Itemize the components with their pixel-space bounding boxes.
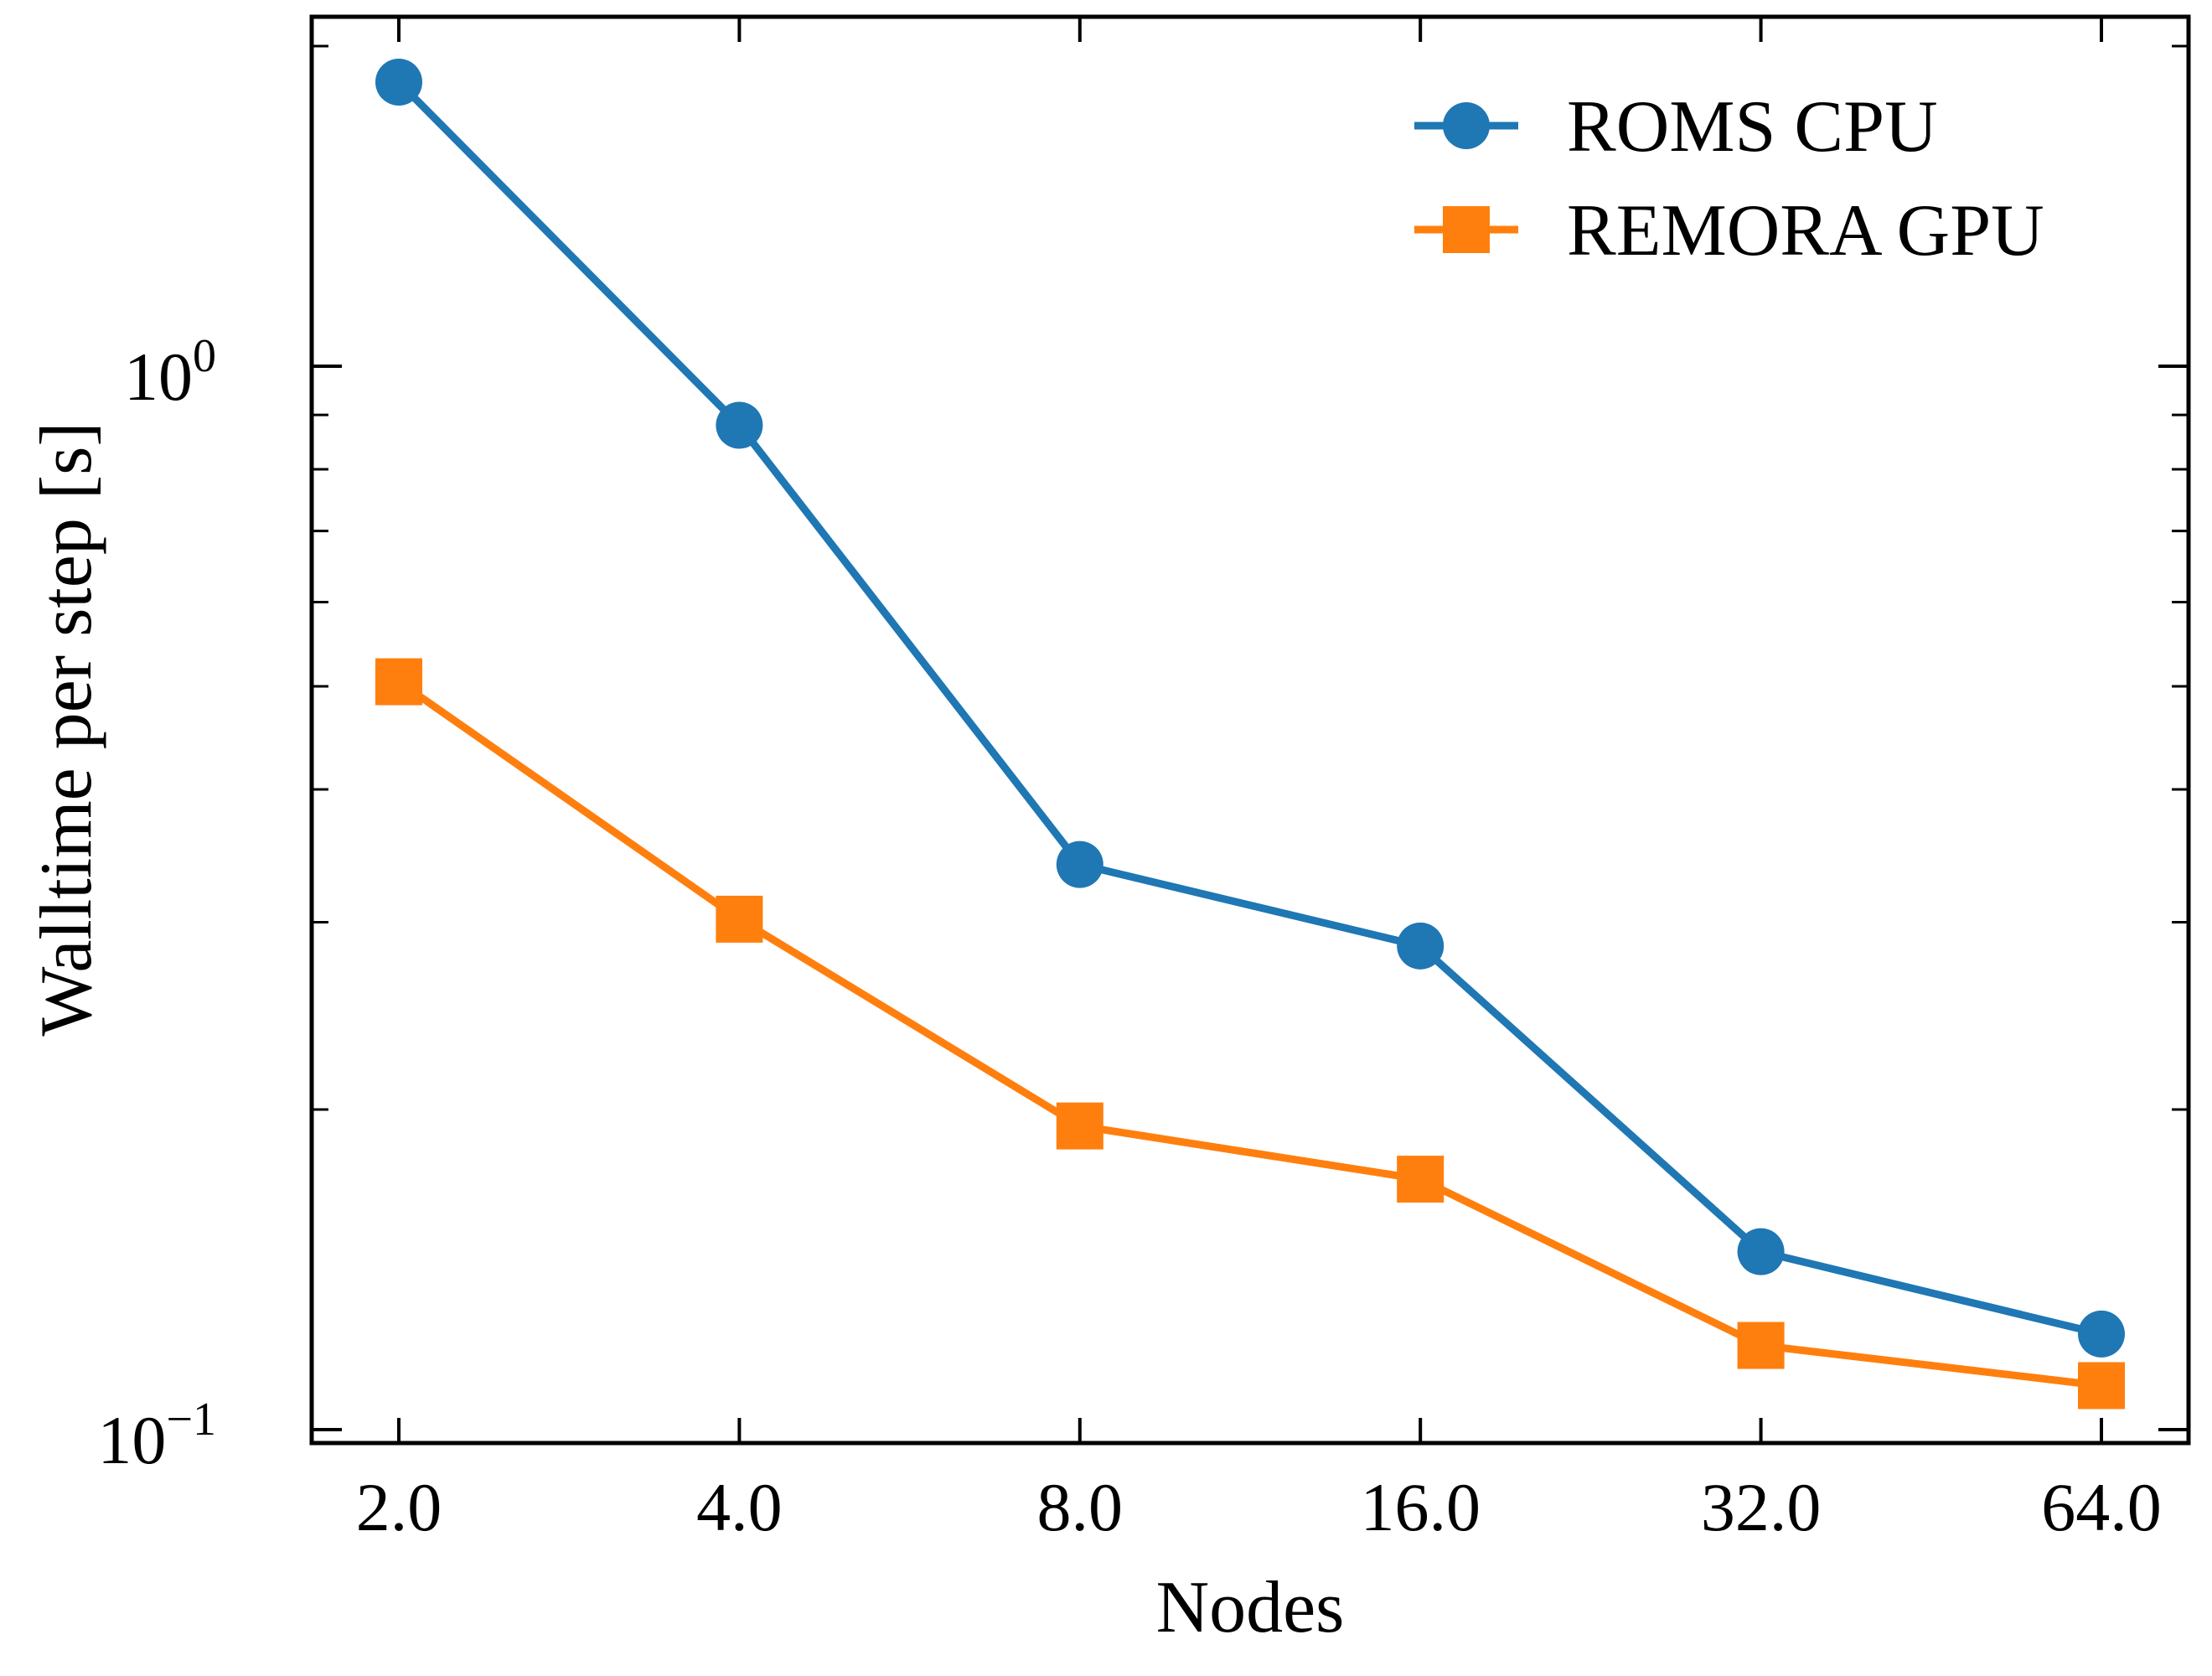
x-tick-label: 8.0 <box>1037 1469 1124 1545</box>
data-point <box>375 658 422 706</box>
legend-label: REMORA GPU <box>1567 190 2044 272</box>
data-point <box>2078 1310 2125 1358</box>
data-point <box>375 59 422 106</box>
data-point <box>1737 1228 1785 1275</box>
x-tick-label: 16.0 <box>1360 1469 1481 1545</box>
x-tick-label: 32.0 <box>1701 1469 1822 1545</box>
data-point <box>1056 841 1103 888</box>
x-tick-label: 4.0 <box>696 1469 783 1545</box>
series-layer <box>375 59 2125 1410</box>
legend-marker <box>1443 206 1490 253</box>
legend: ROMS CPU REMORA GPU <box>1414 86 2044 272</box>
series-line <box>395 79 2103 1338</box>
legend-marker <box>1443 102 1490 149</box>
data-point <box>1056 1102 1103 1150</box>
series-line <box>396 678 2102 1389</box>
data-point <box>1737 1322 1785 1369</box>
y-axis-label: Walltime per step [s] <box>26 422 107 1036</box>
data-point <box>2078 1362 2125 1410</box>
legend-label: ROMS CPU <box>1567 86 1938 168</box>
axis-ticks: 2.0 4.0 8.0 16.0 32.0 64.0 100 10−1 <box>97 17 2189 1545</box>
y-tick-label: 10−1 <box>97 1394 216 1478</box>
data-point <box>1397 1156 1445 1203</box>
x-tick-label: 2.0 <box>356 1469 442 1545</box>
data-point <box>716 895 763 943</box>
x-tick-label: 64.0 <box>2041 1469 2162 1545</box>
plot-area <box>309 14 2191 1446</box>
data-point <box>716 401 763 449</box>
x-axis-label: Nodes <box>1156 1567 1345 1648</box>
y-tick-label: 100 <box>124 330 216 415</box>
data-point <box>1397 922 1445 970</box>
